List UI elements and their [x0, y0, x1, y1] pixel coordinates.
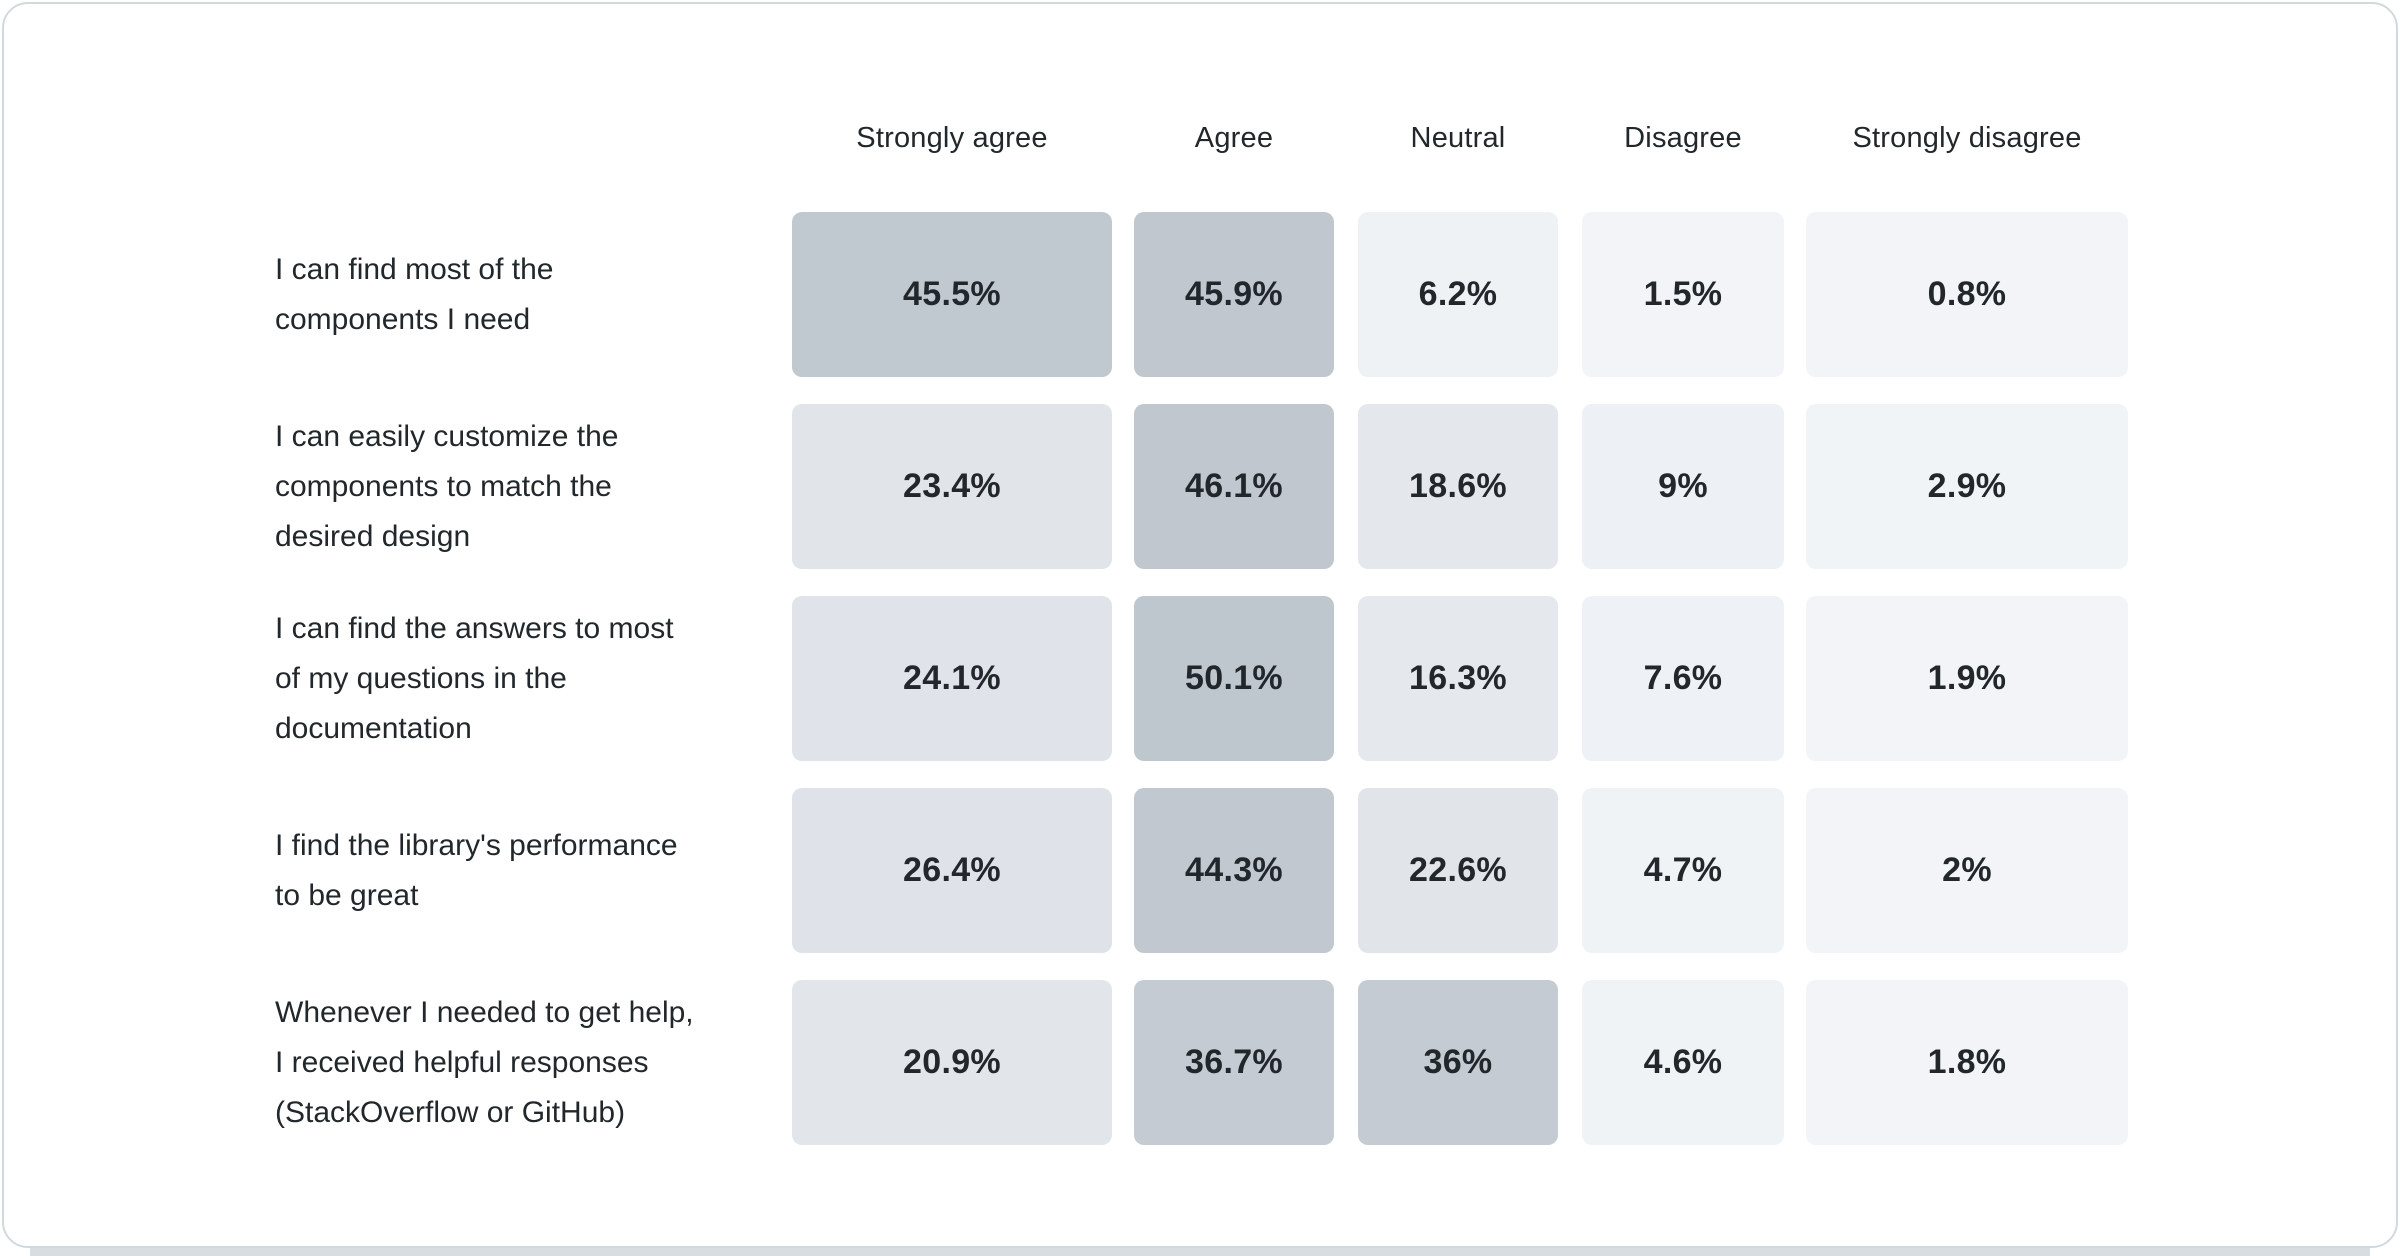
cell-value: 26.4%	[903, 851, 1001, 889]
cell-value: 1.9%	[1927, 659, 2007, 697]
heatmap-cell: 7.6%	[1582, 596, 1784, 761]
heatmap-cell: 1.9%	[1806, 596, 2128, 761]
cell-value: 46.1%	[1185, 467, 1283, 505]
row-label: I can find the answers to most of my que…	[275, 596, 785, 761]
heatmap-cell: 4.6%	[1582, 980, 1784, 1145]
heatmap-cell: 4.7%	[1582, 788, 1784, 953]
heatmap-cell: 20.9%	[792, 980, 1112, 1145]
row-label: Whenever I needed to get help, I receive…	[275, 980, 785, 1145]
heatmap-cell: 22.6%	[1358, 788, 1558, 953]
heatmap-cell: 23.4%	[792, 404, 1112, 569]
heatmap-cell: 46.1%	[1134, 404, 1334, 569]
cell-value: 24.1%	[903, 659, 1001, 697]
cell-value: 1.8%	[1927, 1043, 2007, 1081]
cell-value: 23.4%	[903, 467, 1001, 505]
row-label-text: I find the library's performance to be g…	[275, 828, 678, 912]
heatmap-cell: 6.2%	[1358, 212, 1558, 377]
heatmap-cell: 18.6%	[1358, 404, 1558, 569]
cell-value: 2.9%	[1927, 467, 2007, 505]
row-label: I find the library's performance to be g…	[275, 788, 785, 953]
cell-value: 50.1%	[1185, 659, 1283, 697]
row-label-text: I can find the answers to most of my que…	[275, 611, 674, 745]
background-strip	[30, 1246, 2370, 1256]
heatmap-cell: 36.7%	[1134, 980, 1334, 1145]
column-header: Strongly disagree	[1852, 122, 2082, 154]
column-header: Neutral	[1410, 122, 1506, 154]
cell-value: 44.3%	[1185, 851, 1283, 889]
heatmap-cell: 24.1%	[792, 596, 1112, 761]
heatmap-cell: 1.8%	[1806, 980, 2128, 1145]
cell-value: 2%	[1942, 851, 1992, 889]
cell-value: 6.2%	[1418, 275, 1498, 313]
heatmap-cell: 9%	[1582, 404, 1784, 569]
heatmap-cell: 26.4%	[792, 788, 1112, 953]
row-label-text: I can find most of the components I need	[275, 252, 554, 336]
cell-value: 45.5%	[903, 275, 1001, 313]
heatmap-cell: 36%	[1358, 980, 1558, 1145]
heatmap-cell: 2%	[1806, 788, 2128, 953]
cell-value: 36%	[1423, 1043, 1493, 1081]
heatmap-cell: 16.3%	[1358, 596, 1558, 761]
heatmap-cell: 45.9%	[1134, 212, 1334, 377]
row-label: I can easily customize the components to…	[275, 404, 785, 569]
cell-value: 1.5%	[1643, 275, 1723, 313]
cell-value: 16.3%	[1409, 659, 1507, 697]
cell-value: 36.7%	[1185, 1043, 1283, 1081]
cell-value: 22.6%	[1409, 851, 1507, 889]
heatmap-cell: 45.5%	[792, 212, 1112, 377]
cell-value: 4.6%	[1643, 1043, 1723, 1081]
cell-value: 9%	[1658, 467, 1708, 505]
heatmap-cell: 50.1%	[1134, 596, 1334, 761]
cell-value: 4.7%	[1643, 851, 1723, 889]
row-label: I can find most of the components I need	[275, 212, 785, 377]
cell-value: 45.9%	[1185, 275, 1283, 313]
row-label-text: I can easily customize the components to…	[275, 419, 619, 553]
heatmap-cell: 1.5%	[1582, 212, 1784, 377]
cell-value: 20.9%	[903, 1043, 1001, 1081]
cell-value: 18.6%	[1409, 467, 1507, 505]
column-header: Agree	[1194, 122, 1274, 154]
cell-value: 7.6%	[1643, 659, 1723, 697]
heatmap-cell: 0.8%	[1806, 212, 2128, 377]
heatmap-cell: 44.3%	[1134, 788, 1334, 953]
column-header: Disagree	[1624, 122, 1742, 154]
row-label-text: Whenever I needed to get help, I receive…	[275, 995, 694, 1129]
column-header: Strongly agree	[856, 122, 1048, 154]
cell-value: 0.8%	[1927, 275, 2007, 313]
heatmap-cell: 2.9%	[1806, 404, 2128, 569]
